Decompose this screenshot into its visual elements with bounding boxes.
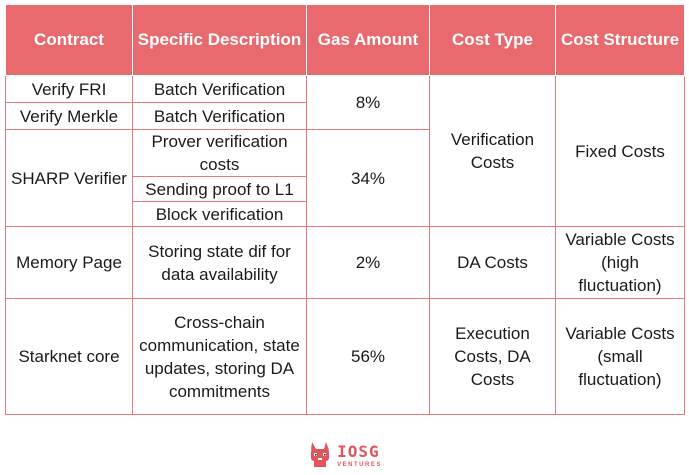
header-contract: Contract	[5, 4, 133, 76]
cost-type-cell: DA Costs	[429, 226, 556, 299]
contract-cell: Verify FRI	[5, 75, 133, 103]
description-cell: Prover verification costs	[132, 129, 307, 177]
cost-structure-cell: Variable Costs (small fluctuation)	[555, 298, 685, 415]
description-cell: Batch Verification	[132, 75, 307, 103]
table-row: SHARP Verifier Prover verification costs…	[5, 129, 685, 227]
description-cell: Sending proof to L1	[132, 176, 307, 202]
contract-cell: Starknet core	[5, 298, 133, 415]
table-row: Block verification	[6, 201, 685, 227]
gas-cost-table: Contract Specific Description Gas Amount…	[5, 4, 685, 415]
contract-cell: SHARP Verifier	[5, 129, 133, 227]
cost-table-container: Contract Specific Description Gas Amount…	[5, 4, 685, 415]
header-specific-description: Specific Description	[132, 4, 307, 76]
table-row: Memory Page Storing state dif for data a…	[5, 226, 685, 299]
gas-amount-cell: 56%	[306, 298, 430, 415]
cost-type-cell: Execution Costs, DA Costs	[429, 298, 556, 415]
cost-type-cell: Verification Costs	[429, 75, 556, 227]
logo-brand-text: IOSG	[337, 442, 380, 461]
header-cost-type: Cost Type	[429, 4, 556, 76]
table-row: Verify FRI Batch Verification 8% Verific…	[5, 75, 685, 227]
description-cell: Storing state dif for data availability	[132, 226, 307, 299]
iosg-ventures-logo: IOSG VENTURES	[0, 439, 689, 473]
description-cell: Cross-chain communication, state updates…	[132, 298, 307, 415]
cost-structure-cell: Variable Costs (high fluctuation)	[555, 226, 685, 299]
table-row: Starknet core Cross-chain communication,…	[5, 298, 685, 415]
description-cell: Block verification	[132, 201, 307, 227]
fox-mascot-icon	[307, 440, 333, 473]
gas-amount-cell: 8%	[306, 75, 430, 130]
gas-amount-cell: 2%	[306, 226, 430, 299]
logo-tagline: VENTURES	[337, 462, 382, 468]
contract-cell: Memory Page	[5, 226, 133, 299]
table-header-row: Contract Specific Description Gas Amount…	[5, 4, 685, 76]
gas-amount-cell: 34%	[306, 129, 430, 227]
header-gas-amount: Gas Amount	[306, 4, 430, 76]
table-row: Verify Merkle Batch Verification	[5, 102, 685, 130]
contract-cell: Verify Merkle	[5, 102, 133, 130]
cost-structure-cell: Fixed Costs	[555, 75, 685, 227]
description-cell: Batch Verification	[132, 102, 307, 130]
header-cost-structure: Cost Structure	[555, 4, 685, 76]
